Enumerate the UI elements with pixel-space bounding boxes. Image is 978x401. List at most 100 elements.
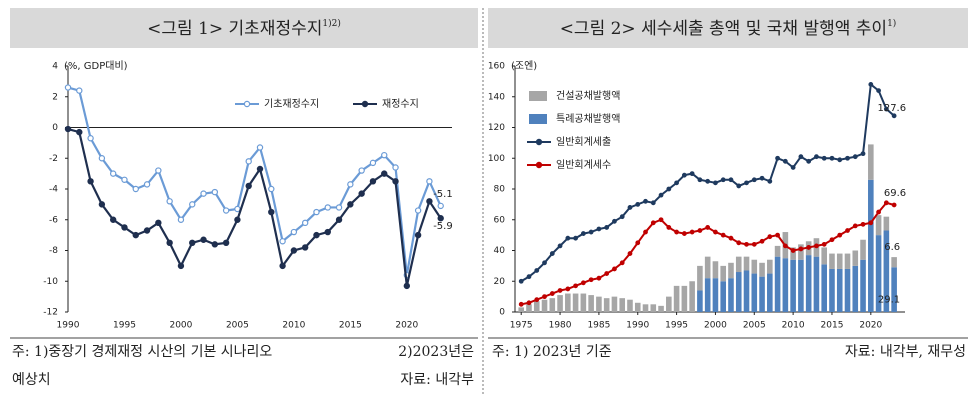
bar — [697, 290, 703, 312]
marker — [290, 228, 298, 236]
data-label: -5.9 — [433, 221, 453, 232]
marker — [549, 291, 555, 296]
marker — [759, 238, 765, 244]
bar — [798, 259, 804, 312]
marker — [775, 155, 780, 161]
data-label: -5.1 — [433, 189, 453, 200]
marker — [814, 243, 819, 249]
marker — [705, 225, 711, 230]
bar — [611, 296, 618, 312]
marker — [720, 232, 726, 238]
x-tick-label: 2000 — [169, 321, 192, 331]
bar — [712, 278, 719, 312]
bar — [588, 295, 594, 312]
marker — [534, 297, 540, 303]
marker — [643, 198, 648, 204]
marker — [279, 262, 286, 270]
marker — [891, 202, 897, 208]
marker — [109, 216, 117, 223]
marker — [767, 178, 773, 184]
bar — [790, 247, 796, 260]
marker — [821, 241, 827, 247]
bar — [596, 296, 602, 312]
title-sup: 1)2) — [322, 18, 340, 29]
marker — [189, 239, 196, 247]
marker — [87, 178, 94, 185]
marker — [177, 216, 185, 223]
marker — [414, 207, 422, 214]
marker — [256, 144, 264, 151]
marker — [689, 171, 695, 177]
bar — [673, 285, 680, 312]
marker — [829, 237, 835, 243]
bar — [798, 244, 804, 260]
bar — [759, 262, 765, 277]
bar — [790, 259, 796, 312]
y-tick-label: 2 — [52, 92, 58, 102]
marker — [806, 245, 812, 250]
marker — [868, 82, 874, 87]
marker — [604, 271, 610, 276]
marker — [674, 229, 679, 235]
bar — [875, 235, 882, 312]
marker — [658, 192, 664, 198]
line — [67, 86, 442, 276]
marker — [806, 158, 812, 164]
marker — [121, 224, 128, 231]
legend-marker — [535, 138, 543, 146]
bar — [720, 281, 727, 312]
title-text: <그림 2> 세수세출 총액 및 국채 발행액 추이 — [560, 19, 887, 39]
marker — [697, 228, 703, 233]
marker — [612, 218, 617, 224]
bar — [720, 265, 727, 282]
header-band — [10, 8, 478, 48]
marker — [713, 180, 718, 186]
marker — [381, 170, 388, 177]
marker — [681, 231, 687, 236]
marker — [744, 180, 749, 186]
marker — [143, 227, 151, 234]
legend-label: 일반회계세출 — [556, 136, 611, 148]
bar — [666, 296, 672, 312]
marker — [549, 251, 555, 256]
marker — [596, 275, 602, 281]
data-label: 29.1 — [878, 295, 900, 306]
marker — [414, 231, 422, 239]
marker — [392, 178, 399, 185]
marker — [526, 274, 532, 280]
marker — [234, 205, 241, 213]
marker — [736, 240, 742, 246]
marker — [557, 288, 563, 293]
marker — [324, 204, 331, 211]
marker — [751, 177, 757, 183]
marker — [211, 188, 219, 196]
note: 예상치 — [12, 372, 51, 388]
marker — [798, 246, 804, 252]
source: 자료: 내각부, 재무성 — [845, 344, 966, 360]
marker — [189, 201, 196, 208]
marker — [604, 225, 610, 230]
y-tick-label: 100 — [488, 154, 505, 164]
marker — [268, 208, 275, 216]
marker — [573, 235, 578, 241]
title-sup: 1) — [887, 18, 896, 29]
marker — [876, 88, 881, 93]
marker — [736, 183, 742, 189]
x-tick-label: 1990 — [57, 321, 80, 331]
marker — [650, 200, 656, 206]
marker — [211, 241, 219, 248]
marker — [347, 181, 354, 188]
bar — [852, 250, 859, 266]
source: 자료: 내각부 — [400, 372, 474, 388]
marker — [643, 229, 648, 235]
bar — [836, 268, 843, 312]
marker — [852, 154, 858, 160]
bar — [526, 304, 532, 312]
marker — [245, 158, 252, 165]
marker — [883, 200, 889, 206]
marker — [728, 177, 734, 183]
x-tick-label: 2015 — [821, 321, 844, 331]
marker — [751, 241, 757, 247]
bar — [774, 256, 781, 312]
